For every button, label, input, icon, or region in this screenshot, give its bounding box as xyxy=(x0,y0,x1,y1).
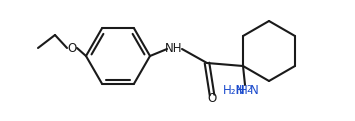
Text: O: O xyxy=(67,42,77,54)
Text: 2: 2 xyxy=(246,86,252,95)
Text: H₂N: H₂N xyxy=(223,84,245,98)
Text: N: N xyxy=(250,84,258,98)
Text: H: H xyxy=(239,84,247,98)
Text: NH: NH xyxy=(165,42,183,56)
Text: H: H xyxy=(236,84,245,98)
Text: O: O xyxy=(207,91,217,105)
